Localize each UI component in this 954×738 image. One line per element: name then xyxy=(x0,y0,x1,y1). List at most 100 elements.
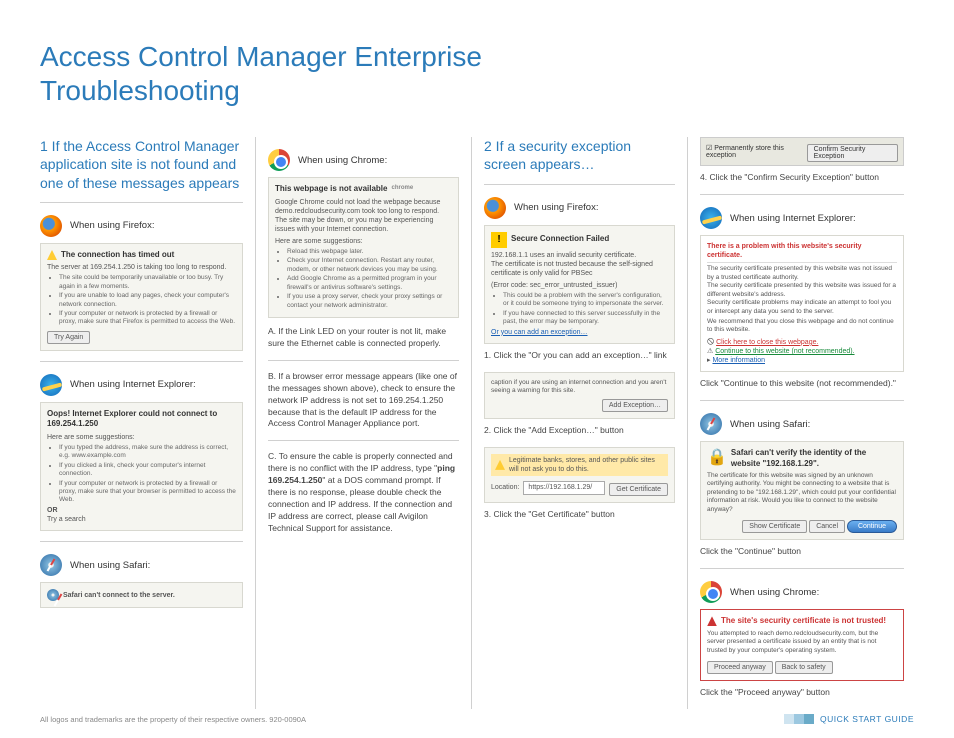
ie-label: When using Internet Explorer: xyxy=(70,379,196,390)
ie-sub: Here are some suggestions: xyxy=(47,433,236,442)
caption-3: 3. Click the "Get Certificate" button xyxy=(484,509,675,519)
firefox-icon xyxy=(484,197,506,219)
caption-2: 2. Click the "Add Exception…" button xyxy=(484,425,675,435)
ie-moreinfo-link[interactable]: More information xyxy=(712,357,765,364)
ie-b1: If you typed the address, make sure the … xyxy=(59,444,236,461)
proceed-anyway-button[interactable]: Proceed anyway xyxy=(707,661,773,674)
cr-b4: If you use a proxy server, check your pr… xyxy=(287,293,452,310)
s1-l3: (Error code: sec_error_untrusted_issuer) xyxy=(491,281,668,290)
divider xyxy=(700,194,904,195)
chrome-row-2: When using Chrome: xyxy=(700,581,904,603)
ie-cert-title: There is a problem with this website's s… xyxy=(707,242,897,263)
safari-cert-shot: 🔒 Safari can't verify the identity of th… xyxy=(700,441,904,540)
show-cert-button[interactable]: Show Certificate xyxy=(742,520,807,533)
back-to-safety-button[interactable]: Back to safety xyxy=(775,661,833,674)
firefox-row-2: When using Firefox: xyxy=(484,197,675,219)
ie-shot-title: Oops! Internet Explorer could not connec… xyxy=(47,409,236,430)
divider xyxy=(700,400,904,401)
cr-caption: Click the "Proceed anyway" button xyxy=(700,687,904,697)
footer-squares-icon xyxy=(784,714,814,724)
caption-1: 1. Click the "Or you can add an exceptio… xyxy=(484,350,675,360)
saf-title: Safari can't verify the identity of the … xyxy=(731,448,897,469)
cr-cert-body: You attempted to reach demo.redcloudsecu… xyxy=(707,630,897,655)
chrome-icon xyxy=(268,149,290,171)
columns: 1 If the Access Control Manager applicat… xyxy=(40,137,914,709)
s2-text: caption if you are using an internet con… xyxy=(491,379,668,396)
section-2-heading: 2 If a security exception screen appears… xyxy=(484,137,675,173)
safari-row-2: When using Safari: xyxy=(700,413,904,435)
col-3: 2 If a security exception screen appears… xyxy=(472,137,688,709)
col-1: 1 If the Access Control Manager applicat… xyxy=(40,137,256,709)
safari-label-2: When using Safari: xyxy=(730,419,810,430)
ie-b2: If you clicked a link, check your comput… xyxy=(59,462,236,479)
ie-row: When using Internet Explorer: xyxy=(40,374,243,396)
cancel-button[interactable]: Cancel xyxy=(809,520,845,533)
chrome-label-2: When using Chrome: xyxy=(730,587,819,598)
divider xyxy=(268,360,459,361)
ff-tryagain-button[interactable]: Try Again xyxy=(47,331,90,344)
divider xyxy=(40,202,243,203)
safari-shot-text: Safari can't connect to the server. xyxy=(63,591,175,600)
note-a: A. If the Link LED on your router is not… xyxy=(268,326,459,350)
chrome-row: When using Chrome: xyxy=(268,149,459,171)
divider xyxy=(268,440,459,441)
cr-line1: Google Chrome could not load the webpage… xyxy=(275,198,452,234)
cr-b3: Add Google Chrome as a permitted program… xyxy=(287,275,452,292)
safari-icon xyxy=(700,413,722,435)
note-c-pre: C. To ensure the cable is properly conne… xyxy=(268,451,453,473)
chrome-label: When using Chrome: xyxy=(298,155,387,166)
ff-b1: The site could be temporarily unavailabl… xyxy=(59,274,236,291)
footer: All logos and trademarks are the propert… xyxy=(40,714,914,724)
firefox-icon xyxy=(40,215,62,237)
confirm-exception-button[interactable]: Confirm Security Exception xyxy=(807,144,898,162)
chrome-cert-shot: The site's security certificate is not t… xyxy=(700,609,904,681)
ie-continue-link[interactable]: Continue to this website (not recommende… xyxy=(715,348,854,355)
cr-sub: Here are some suggestions: xyxy=(275,237,452,246)
perm-store-text: Permanently store this exception xyxy=(706,145,784,159)
ie-try: Try a search xyxy=(47,515,236,524)
cr-b1: Reload this webpage later. xyxy=(287,248,452,256)
divider xyxy=(40,541,243,542)
ff-shot-line: The server at 169.254.1.250 is taking to… xyxy=(47,263,236,272)
cr-b2: Check your Internet connection. Restart … xyxy=(287,257,452,274)
add-exception-button[interactable]: Add Exception… xyxy=(602,399,668,412)
ie-or: OR xyxy=(47,506,236,515)
s1-b2: If you have connected to this server suc… xyxy=(503,310,668,327)
safari-row: When using Safari: xyxy=(40,554,243,576)
divider xyxy=(700,568,904,569)
ff-b2: If you are unable to load any pages, che… xyxy=(59,292,236,309)
footer-right-text: QUICK START GUIDE xyxy=(820,714,914,724)
ie-p1: The security certificate presented by th… xyxy=(707,265,897,282)
ie-p3: Security certificate problems may indica… xyxy=(707,299,897,316)
caption-4: 4. Click the "Confirm Security Exception… xyxy=(700,172,904,182)
chrome-badge: chrome xyxy=(391,185,413,193)
note-c: C. To ensure the cable is properly conne… xyxy=(268,451,459,534)
ie-close-link[interactable]: Click here to close this webpage. xyxy=(716,339,818,346)
ie-p2: The security certificate presented by th… xyxy=(707,282,897,299)
ie-label-2: When using Internet Explorer: xyxy=(730,213,856,224)
ie-timeout-shot: Oops! Internet Explorer could not connec… xyxy=(40,402,243,531)
s3-text: Legitimate banks, stores, and other publ… xyxy=(509,456,664,474)
safari-icon xyxy=(40,554,62,576)
saf-caption: Click the "Continue" button xyxy=(700,546,904,556)
s1-l2: The certificate is not trusted because t… xyxy=(491,260,668,278)
firefox-label: When using Firefox: xyxy=(70,220,154,231)
ff-shot-title: The connection has timed out xyxy=(61,250,174,260)
s3-loc-label: Location: xyxy=(491,483,519,492)
divider xyxy=(40,361,243,362)
cr-shot-title: This webpage is not available xyxy=(275,184,387,194)
col-4: ☑ Permanently store this exception Confi… xyxy=(688,137,904,709)
footer-right: QUICK START GUIDE xyxy=(784,714,914,724)
ie-p4: We recommend that you close this webpage… xyxy=(707,318,897,335)
get-certificate-button[interactable]: Get Certificate xyxy=(609,483,668,496)
s1-b1: This could be a problem with the server'… xyxy=(503,292,668,309)
ff-b3: If your computer or network is protected… xyxy=(59,310,236,327)
safari-label: When using Safari: xyxy=(70,560,150,571)
get-cert-shot: Legitimate banks, stores, and other publ… xyxy=(484,447,675,503)
add-exception-link[interactable]: Or you can add an exception… xyxy=(491,329,588,336)
s3-loc-val: https://192.168.1.29/ xyxy=(523,481,605,494)
ie-icon xyxy=(700,207,722,229)
continue-button[interactable]: Continue xyxy=(847,520,897,533)
firefox-row: When using Firefox: xyxy=(40,215,243,237)
divider xyxy=(484,184,675,185)
